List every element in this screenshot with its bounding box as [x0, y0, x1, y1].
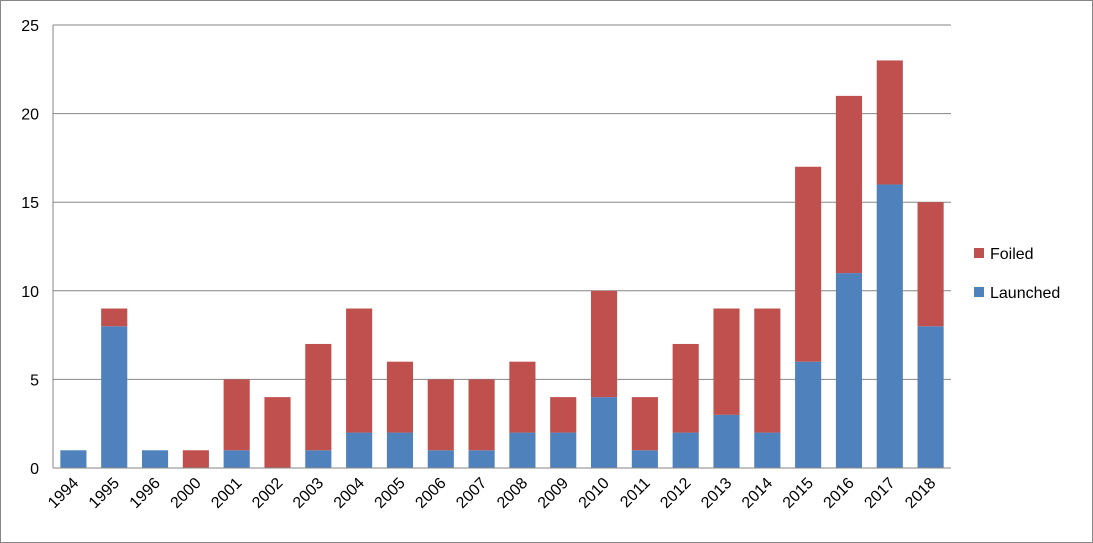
- bars: [60, 60, 944, 469]
- bar-foiled-2009: [550, 397, 577, 433]
- bar-foiled-2004: [346, 308, 373, 433]
- x-tick-label: 2015: [780, 475, 817, 512]
- bar-foiled-2013: [713, 308, 740, 415]
- bar-launched-2004: [346, 432, 373, 468]
- y-axis-tick-labels: 0 5 10 15 20 25: [21, 18, 39, 478]
- y-tick-label: 20: [21, 107, 39, 124]
- x-tick-label: 2002: [249, 475, 286, 512]
- bar-foiled-2001: [223, 379, 250, 451]
- bar-launched-2018: [917, 326, 944, 468]
- bar-launched-2014: [754, 432, 781, 468]
- x-tick-label: 2009: [535, 475, 572, 512]
- bar-foiled-2016: [835, 95, 863, 274]
- x-tick-label: 1996: [127, 475, 164, 512]
- bar-launched-1995: [101, 326, 128, 468]
- x-axis-tick-labels: 1994 1995 1996 2000 2001 2002 2003 2004 2005 2006…: [45, 475, 939, 512]
- bar-foiled-2012: [672, 343, 699, 433]
- x-tick-label: 1995: [86, 475, 123, 512]
- x-tick-label: 2010: [576, 475, 613, 512]
- y-tick-label: 10: [21, 284, 39, 301]
- x-tick-label: 2016: [821, 475, 858, 512]
- x-tick-label: 1994: [45, 475, 82, 512]
- bar-foiled-2006: [427, 379, 454, 451]
- bar-launched-1996: [141, 450, 169, 468]
- x-tick-label: 2003: [290, 475, 327, 512]
- legend-label-launched: Launched: [990, 285, 1060, 302]
- bar-foiled-2005: [386, 361, 414, 433]
- x-tick-label: 2012: [657, 475, 694, 512]
- y-tick-label: 25: [21, 18, 39, 35]
- x-tick-label: 2018: [902, 475, 939, 512]
- legend: Foiled Launched: [974, 246, 1060, 302]
- x-tick-label: 2001: [208, 475, 245, 512]
- x-tick-label: 2005: [372, 475, 409, 512]
- bar-launched-2012: [672, 432, 699, 468]
- x-tick-label: 2011: [617, 475, 653, 511]
- bar-foiled-2007: [468, 379, 495, 451]
- bar-launched-2015: [795, 361, 822, 468]
- bar-foiled-1995: [101, 308, 128, 327]
- bar-foiled-2010: [590, 290, 618, 398]
- bar-foiled-2015: [795, 166, 822, 362]
- bar-foiled-2008: [509, 361, 536, 433]
- x-tick-label: 2000: [168, 475, 205, 512]
- x-tick-label: 2013: [698, 475, 735, 512]
- bar-launched-2003: [305, 450, 332, 468]
- bar-foiled-2011: [631, 397, 658, 451]
- x-tick-label: 2017: [861, 475, 898, 512]
- bar-launched-2016: [835, 273, 863, 468]
- bar-foiled-2018: [917, 202, 944, 327]
- y-tick-label: 15: [21, 195, 39, 212]
- bar-foiled-2002: [264, 397, 291, 468]
- bar-launched-2008: [509, 432, 536, 468]
- x-tick-label: 2008: [494, 475, 531, 512]
- bar-launched-2009: [550, 432, 577, 468]
- bar-launched-2007: [468, 450, 495, 468]
- bar-launched-2017: [876, 184, 903, 469]
- x-tick-label: 2004: [331, 475, 368, 512]
- bar-launched-2013: [713, 414, 740, 468]
- bar-launched-2010: [590, 397, 618, 468]
- bar-launched-2011: [631, 450, 658, 468]
- bar-foiled-2000: [182, 450, 209, 468]
- x-tick-label: 2007: [453, 475, 490, 512]
- legend-swatch-launched: [974, 287, 984, 297]
- legend-swatch-foiled: [974, 248, 984, 258]
- bar-foiled-2003: [305, 343, 332, 451]
- bar-launched-2001: [223, 450, 250, 468]
- y-tick-label: 5: [30, 372, 39, 389]
- x-tick-label: 2006: [412, 475, 449, 512]
- bar-foiled-2014: [754, 308, 781, 433]
- bar-launched-1994: [60, 450, 87, 468]
- y-tick-label: 0: [30, 461, 39, 478]
- legend-label-foiled: Foiled: [990, 246, 1034, 263]
- bar-launched-2006: [427, 450, 454, 468]
- bar-launched-2005: [386, 432, 414, 468]
- bar-foiled-2017: [876, 60, 903, 185]
- x-tick-label: 2014: [739, 475, 776, 512]
